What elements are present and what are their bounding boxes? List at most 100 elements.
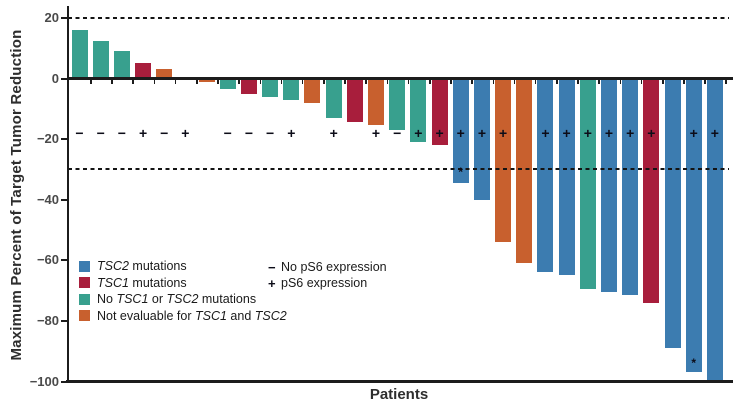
legend-item-label: Not evaluable for TSC1 and TSC2 — [97, 308, 287, 323]
ps6-symbol: − — [117, 124, 126, 141]
ps6-symbol: − — [266, 124, 275, 141]
ps6-symbol: + — [583, 124, 592, 141]
ps6-symbol: + — [604, 124, 614, 141]
legend-swatch — [79, 277, 90, 288]
y-axis-line — [66, 6, 70, 383]
patient-bar — [71, 30, 88, 79]
baseline-tick — [683, 79, 685, 84]
baseline-tick — [217, 79, 219, 84]
baseline-tick — [90, 79, 92, 84]
patient-bar — [601, 78, 617, 293]
y-tick-label: −40 — [36, 191, 59, 207]
baseline-tick — [661, 79, 664, 84]
legend-swatch — [79, 260, 90, 272]
patient-bar — [346, 78, 363, 123]
baseline-tick — [301, 79, 304, 84]
baseline-tick — [450, 79, 452, 84]
baseline-tick — [428, 79, 431, 84]
zero-baseline — [67, 77, 733, 80]
patient-bar — [262, 78, 279, 97]
patient-bar — [558, 78, 575, 276]
baseline-tick — [153, 79, 156, 84]
patient-bar — [135, 63, 152, 79]
ps6-symbol: − — [75, 124, 84, 141]
y-tick — [61, 259, 68, 262]
baseline-tick — [577, 79, 579, 84]
ps6-symbol: + — [710, 124, 719, 141]
patient-bar — [706, 78, 723, 382]
ps6-symbol: + — [689, 124, 698, 141]
ps6-symbol: + — [435, 124, 444, 141]
patient-bar — [92, 40, 109, 79]
patient-bar — [283, 78, 300, 100]
patient-bar — [240, 78, 257, 94]
mutation-legend: TSC2 mutations TSC1 mutations No TSC1 or… — [79, 258, 287, 324]
y-tick — [61, 319, 68, 322]
y-tick-label: −60 — [36, 252, 59, 268]
baseline-tick — [259, 79, 262, 84]
baseline-tick — [704, 79, 706, 84]
x-axis-label: Patients — [369, 386, 429, 403]
ps6-symbol: − — [223, 124, 232, 141]
ps6-symbol: + — [181, 124, 190, 141]
baseline-tick — [640, 79, 643, 84]
patient-bar — [495, 78, 512, 243]
baseline-tick — [365, 79, 368, 84]
y-tick-label: −80 — [36, 312, 59, 328]
minus-symbol: − — [268, 259, 276, 275]
y-tick — [61, 380, 68, 383]
baseline-tick — [471, 79, 473, 84]
baseline-tick — [195, 79, 198, 84]
baseline-tick — [174, 79, 177, 84]
patient-bar — [431, 78, 448, 146]
patient-bar — [325, 78, 342, 118]
y-tick-label: −100 — [29, 373, 59, 389]
baseline-tick — [280, 79, 283, 84]
ps6-legend-row-positive: + pS6 expression — [268, 275, 368, 291]
patient-bar — [219, 78, 236, 90]
ps6-symbol: + — [541, 124, 550, 141]
y-tick — [61, 198, 68, 201]
reference-line — [68, 168, 729, 171]
ps6-legend-row-negative: − No pS6 expression — [268, 259, 387, 275]
legend-item-tsc1: TSC1 mutations — [79, 275, 287, 291]
ps6-symbol: + — [647, 124, 656, 141]
ps6-symbol: + — [562, 124, 571, 141]
baseline-tick — [492, 79, 495, 84]
baseline-tick — [619, 79, 622, 84]
ps6-symbol: + — [138, 124, 148, 141]
legend-item-label: TSC2 mutations — [97, 259, 187, 273]
reference-line — [68, 16, 729, 19]
legend-item-label: No TSC1 or TSC2 mutations — [97, 292, 257, 306]
x-axis-line — [66, 380, 733, 383]
ps6-symbol: − — [96, 124, 105, 141]
ps6-symbol: + — [329, 124, 338, 141]
legend-item-no-mutations: No TSC1 or TSC2 mutations — [79, 291, 287, 307]
patient-bar — [537, 78, 554, 273]
baseline-tick — [513, 79, 516, 84]
ps6-symbol: + — [371, 124, 381, 141]
legend-item-not-evaluable: Not evaluable for TSC1 and TSC2 — [79, 308, 287, 324]
y-tick — [61, 138, 68, 141]
baseline-tick — [407, 79, 410, 84]
ps6-symbol: − — [160, 124, 169, 141]
y-tick-label: 0 — [51, 70, 59, 86]
patient-bar — [368, 78, 385, 126]
ps6-symbol: + — [626, 124, 635, 141]
patient-bar — [622, 78, 639, 296]
ps6-symbol: + — [287, 124, 296, 141]
patient-bar — [410, 78, 427, 143]
baseline-tick — [111, 79, 113, 84]
baseline-tick — [323, 79, 325, 84]
baseline-tick — [386, 79, 389, 84]
ps6-symbol: + — [456, 124, 465, 141]
ps6-symbol: + — [414, 124, 423, 141]
patient-bar — [156, 69, 173, 79]
patient-bar — [516, 78, 533, 264]
patient-bar — [643, 78, 660, 303]
legend-item-tsc2: TSC2 mutations — [79, 258, 287, 274]
ps6-legend: − No pS6 expression + pS6 expression — [268, 259, 387, 291]
y-tick — [61, 16, 68, 19]
ps6-symbol: − — [244, 124, 254, 141]
